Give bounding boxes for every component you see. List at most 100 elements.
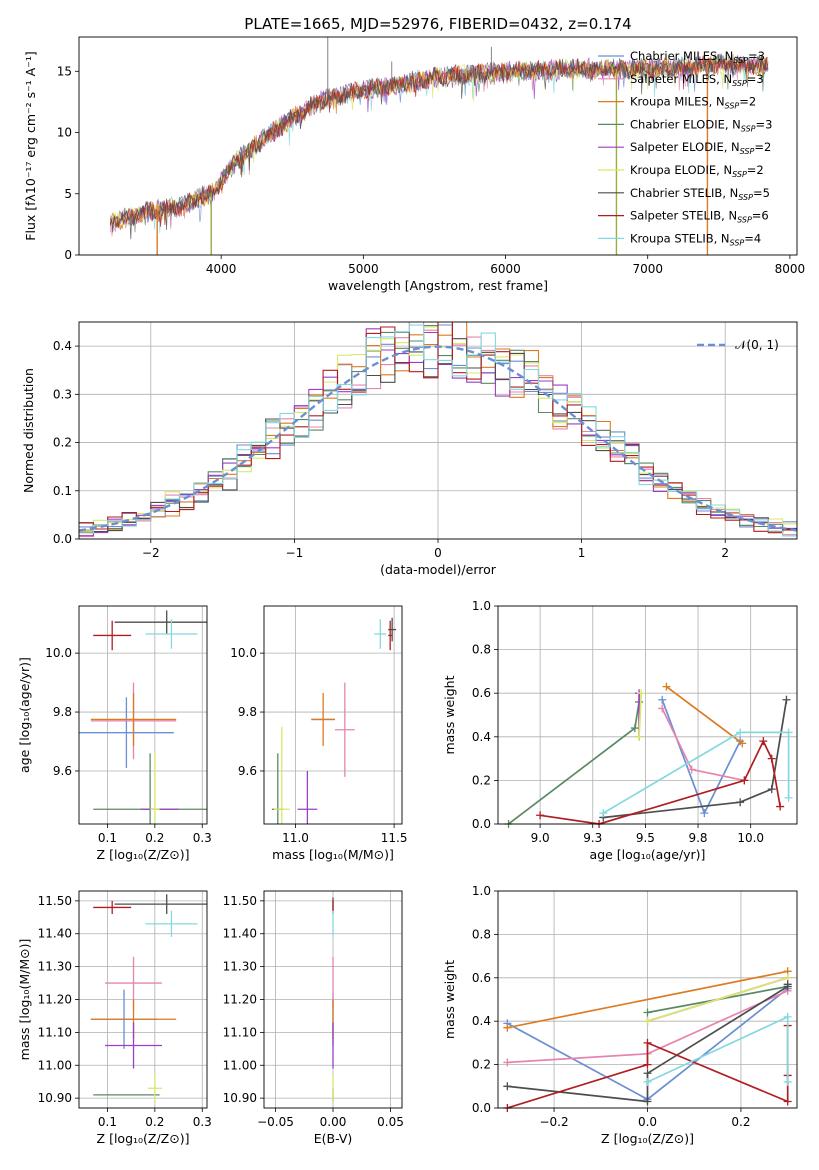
axes-frame [78,605,208,825]
y-tick-label: 0.4 [472,1014,491,1028]
legend-entry-name: Kroupa MILES, N [630,95,725,109]
legend-entry-3: Chabrier ELODIE, NSSP=3 [630,117,772,133]
weight-line [539,739,782,825]
legend-entry-count: =4 [744,231,761,245]
legend-entry-4: Salpeter ELODIE, NSSP=2 [630,140,771,156]
legend-entry-count: =2 [747,163,764,177]
weight-line [665,686,743,744]
weight-marker [767,754,776,763]
weight-series-6 [503,980,792,1106]
x-tick-label: 0.05 [377,1115,404,1129]
y-tick-label: 11.00 [223,1058,257,1072]
weight-marker [536,811,545,820]
weight-line [603,699,788,819]
y-tick-label: 10.90 [223,1091,257,1105]
axes-frame [497,890,798,1109]
errorbar-point-6 [388,617,397,642]
panel-mass-age: 11.0 11.5 9.6 9.8 10.0 mass [log₁₀(M/M⊙)] [230,605,407,862]
panel-residuals: −2 −1 0 1 2 0.0 0.1 0.2 0.3 0.4 (data-model)/error… [21,321,798,577]
y-tick-label: 11.40 [223,927,257,941]
y-axis-label: Flux [fλ10⁻¹⁷ erg cm⁻² s⁻¹ A⁻¹] [23,51,38,240]
weight-line [638,693,643,737]
legend-entry-name: Chabrier MILES, N [630,49,733,63]
errorbar-point-5 [147,1075,162,1102]
plot-area [503,967,792,1112]
y-tick-label: 0.1 [53,484,72,498]
legend-entry-sub: SSP [738,193,753,202]
x-axis-label: mass [log₁₀(M/M⊙)] [272,847,394,862]
y-tick-label: 0.6 [472,971,491,985]
y-axis-label: mass weight [442,675,457,754]
x-tick-label: 4000 [206,262,237,276]
weight-marker [630,724,639,733]
weight-line [507,970,788,1029]
legend-entry-name: Salpeter STELIB, N [630,209,737,223]
x-tick-label: 11.0 [282,831,309,845]
legend-entry-count: =3 [756,117,773,131]
legend-entry-normal: 𝒩(0, 1) [735,338,779,352]
weight-marker [503,1058,512,1067]
errorbar-point-8 [145,910,198,938]
x-tick-label: 9.0 [531,831,550,845]
y-tick-label: 0.6 [472,686,491,700]
weight-series-3 [504,697,644,828]
y-tick-label: 9.8 [53,705,72,719]
errorbar-point-4 [297,770,318,824]
weight-marker [784,793,793,802]
weight-marker [740,776,749,785]
legend-entry-8: Kroupa STELIB, NSSP=4 [630,231,761,247]
plot-area [271,617,397,824]
x-tick-label: 0.1 [98,831,117,845]
y-tick-label: 0.2 [53,436,72,450]
y-tick-label: 0.2 [472,1058,491,1072]
legend-entry-name: Salpeter MILES, N [630,72,732,86]
x-axis-label: age [log₁₀(age/yr)] [590,847,706,862]
legend-entry-sub: SSP [732,79,747,88]
x-tick-label: 0 [434,546,442,560]
weight-marker [759,737,768,746]
weight-marker [782,695,791,704]
y-tick-label: 1.0 [472,599,491,613]
y-tick-label: 0 [64,248,72,262]
errorbar-point-8 [145,619,198,649]
weight-line [647,976,788,1023]
x-axis-label: E(B-V) [314,1131,353,1146]
y-tick-label: 10.90 [38,1091,72,1105]
legend-entry-2: Kroupa MILES, NSSP=2 [630,95,756,111]
weight-line [602,731,790,814]
figure-title: PLATE=1665, MJD=52976, FIBERID=0432, z=0… [244,15,631,33]
y-tick-label: 11.20 [223,993,257,1007]
errorbar-point-6 [114,894,207,915]
weight-marker [643,1008,652,1017]
y-tick-label: 15 [57,64,72,78]
x-tick-label: −0.2 [539,1115,568,1129]
weight-marker [643,1069,652,1078]
weight-marker [700,809,709,818]
errorbar-point-2 [90,692,177,746]
weight-marker [643,1017,652,1026]
y-tick-label: 11.30 [38,960,72,974]
y-tick-label: 11.30 [223,960,257,974]
legend-entry-count: =3 [747,72,764,86]
normal-reference-curve [79,345,797,532]
spectrum-line-7 [109,55,769,229]
weight-series-8 [643,1012,792,1086]
legend-entry-0: Chabrier MILES, NSSP=3 [630,49,765,65]
y-tick-label: 0.8 [472,643,491,657]
panel-z-mass: 0.1 0.2 0.3 10.90 11.00 11.10 11.20 11.30 11.40 1… [17,890,212,1146]
y-tick-label: 0.4 [53,339,72,353]
legend-entry-count: =2 [754,140,771,154]
weight-marker [658,695,667,704]
legend-entry-7: Salpeter STELIB, NSSP=6 [630,209,769,225]
weight-marker [658,704,667,713]
axes-frame [263,605,403,825]
weight-marker [643,1038,652,1047]
x-tick-label: 8000 [775,262,806,276]
weight-marker [643,1097,652,1106]
errorbar-point-7 [93,620,132,651]
y-tick-label: 9.8 [238,705,257,719]
weight-marker [783,1097,792,1106]
